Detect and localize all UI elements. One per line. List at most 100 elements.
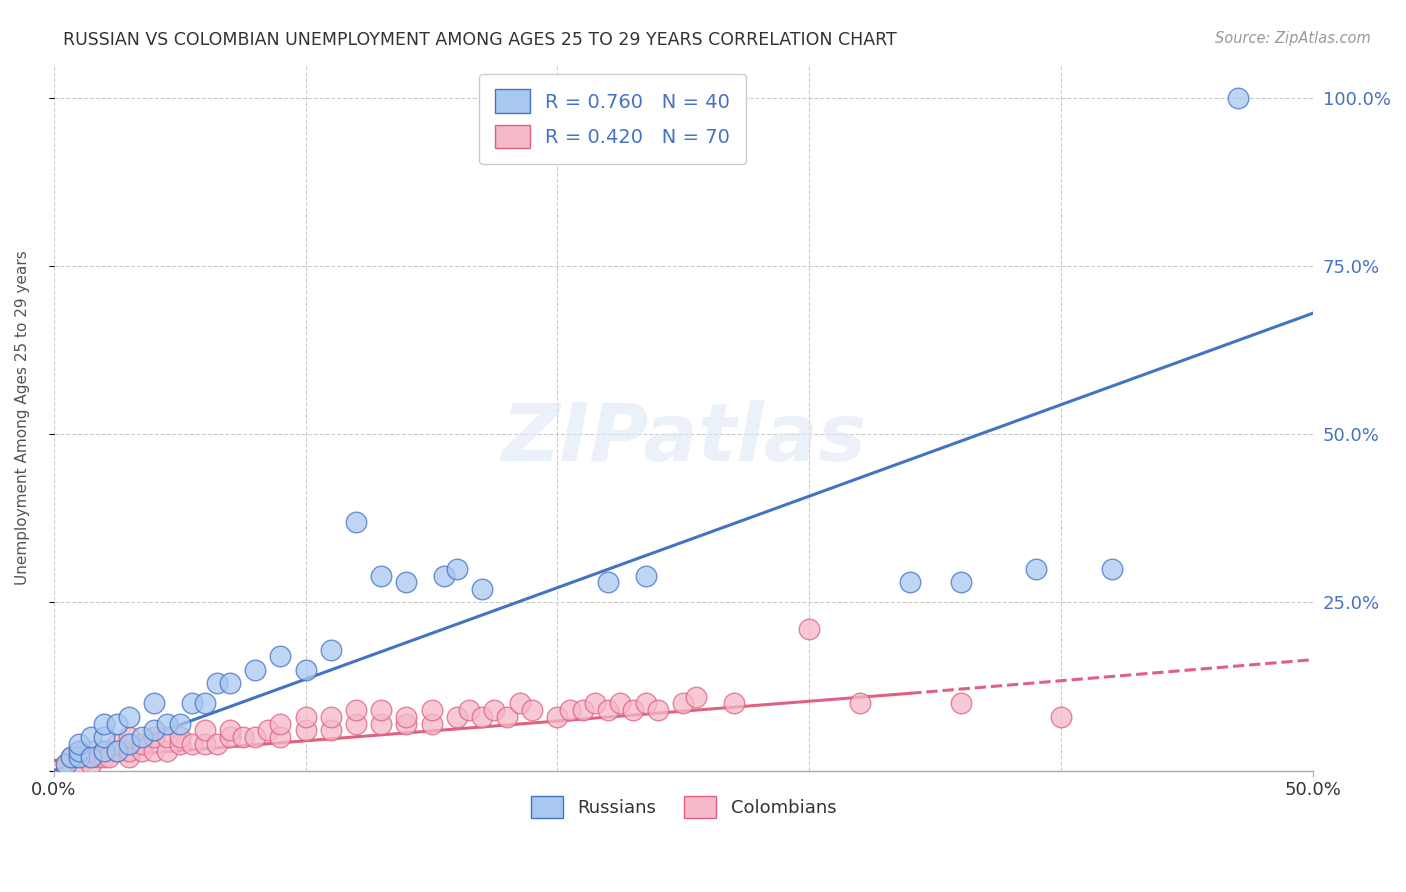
Point [723,697,745,711]
Point [849,697,872,711]
Point [395,575,418,590]
Point [87,750,110,764]
Point [522,703,544,717]
Point [621,703,644,717]
Point [344,716,367,731]
Point [634,568,657,582]
Y-axis label: Unemployment Among Ages 25 to 29 years: Unemployment Among Ages 25 to 29 years [15,250,30,585]
Point [344,515,367,529]
Point [194,697,217,711]
Text: RUSSIAN VS COLOMBIAN UNEMPLOYMENT AMONG AGES 25 TO 29 YEARS CORRELATION CHART: RUSSIAN VS COLOMBIAN UNEMPLOYMENT AMONG … [63,31,897,49]
Point [256,723,278,738]
Point [156,743,179,757]
Point [294,663,316,677]
Point [131,730,153,744]
Point [685,690,707,704]
Point [93,743,115,757]
Point [420,703,443,717]
Point [131,743,153,757]
Legend: Russians, Colombians: Russians, Colombians [523,789,844,825]
Point [143,697,166,711]
Point [294,710,316,724]
Point [433,568,456,582]
Point [118,710,141,724]
Point [583,697,606,711]
Point [194,723,217,738]
Point [471,710,494,724]
Point [181,737,204,751]
Point [67,750,90,764]
Point [232,730,254,744]
Point [319,710,342,724]
Text: ZIPatlas: ZIPatlas [501,400,866,477]
Point [118,730,141,744]
Point [118,737,141,751]
Point [93,750,115,764]
Point [596,575,619,590]
Point [105,737,128,751]
Point [143,730,166,744]
Point [55,756,77,771]
Text: Source: ZipAtlas.com: Source: ZipAtlas.com [1215,31,1371,46]
Point [219,730,242,744]
Point [143,743,166,757]
Point [319,642,342,657]
Point [169,716,191,731]
Point [395,716,418,731]
Point [219,723,242,738]
Point [471,582,494,596]
Point [131,737,153,751]
Point [105,743,128,757]
Point [80,730,103,744]
Point [319,723,342,738]
Point [80,743,103,757]
Point [370,703,392,717]
Point [446,710,468,724]
Point [1226,91,1249,105]
Point [194,737,217,751]
Point [156,730,179,744]
Point [243,730,266,744]
Point [67,743,90,757]
Point [181,697,204,711]
Point [55,756,77,771]
Point [647,703,669,717]
Point [370,716,392,731]
Point [169,730,191,744]
Point [949,697,972,711]
Point [67,743,90,757]
Point [143,723,166,738]
Point [1025,562,1047,576]
Point [596,703,619,717]
Point [80,750,103,764]
Point [80,756,103,771]
Point [1101,562,1123,576]
Point [207,737,229,751]
Point [672,697,695,711]
Point [93,743,115,757]
Point [634,697,657,711]
Point [207,676,229,690]
Point [67,737,90,751]
Point [546,710,568,724]
Point [269,716,291,731]
Point [93,730,115,744]
Point [395,710,418,724]
Point [294,723,316,738]
Point [105,716,128,731]
Point [156,716,179,731]
Point [219,676,242,690]
Point [484,703,506,717]
Point [169,737,191,751]
Point [370,568,392,582]
Point [949,575,972,590]
Point [67,756,90,771]
Point [60,750,83,764]
Point [93,716,115,731]
Point [420,716,443,731]
Point [446,562,468,576]
Point [105,743,128,757]
Point [558,703,581,717]
Point [243,663,266,677]
Point [344,703,367,717]
